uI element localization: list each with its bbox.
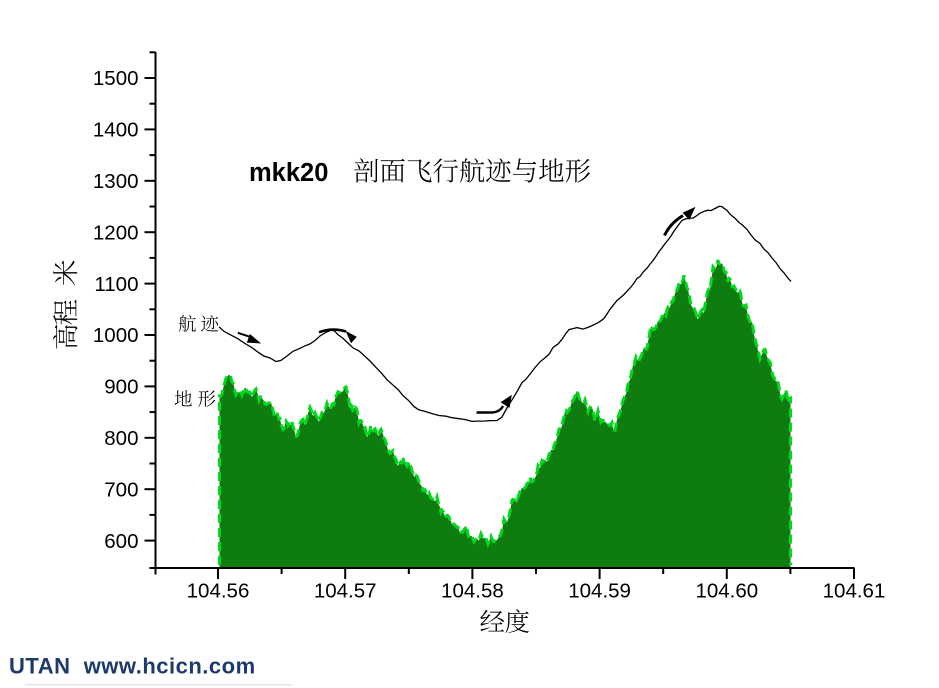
svg-text:104.61: 104.61 — [823, 580, 886, 603]
svg-text:1400: 1400 — [93, 119, 139, 142]
svg-text:104.58: 104.58 — [441, 580, 504, 603]
svg-text:104.59: 104.59 — [568, 580, 631, 603]
svg-text:UTAN www.hcicn.com: UTAN www.hcicn.com — [9, 654, 256, 679]
svg-text:104.60: 104.60 — [695, 580, 758, 603]
svg-text:104.56: 104.56 — [187, 580, 250, 603]
svg-text:1300: 1300 — [93, 170, 139, 193]
svg-text:900: 900 — [104, 376, 138, 399]
svg-text:104.57: 104.57 — [314, 580, 377, 603]
svg-text:1500: 1500 — [93, 67, 139, 90]
svg-text:600: 600 — [104, 530, 138, 553]
svg-text:1000: 1000 — [93, 324, 139, 347]
svg-text:1200: 1200 — [93, 221, 139, 244]
svg-text:800: 800 — [104, 427, 138, 450]
svg-text:1100: 1100 — [94, 273, 138, 296]
svg-text:mkk20: mkk20 — [249, 159, 328, 187]
svg-text:700: 700 — [104, 478, 138, 501]
